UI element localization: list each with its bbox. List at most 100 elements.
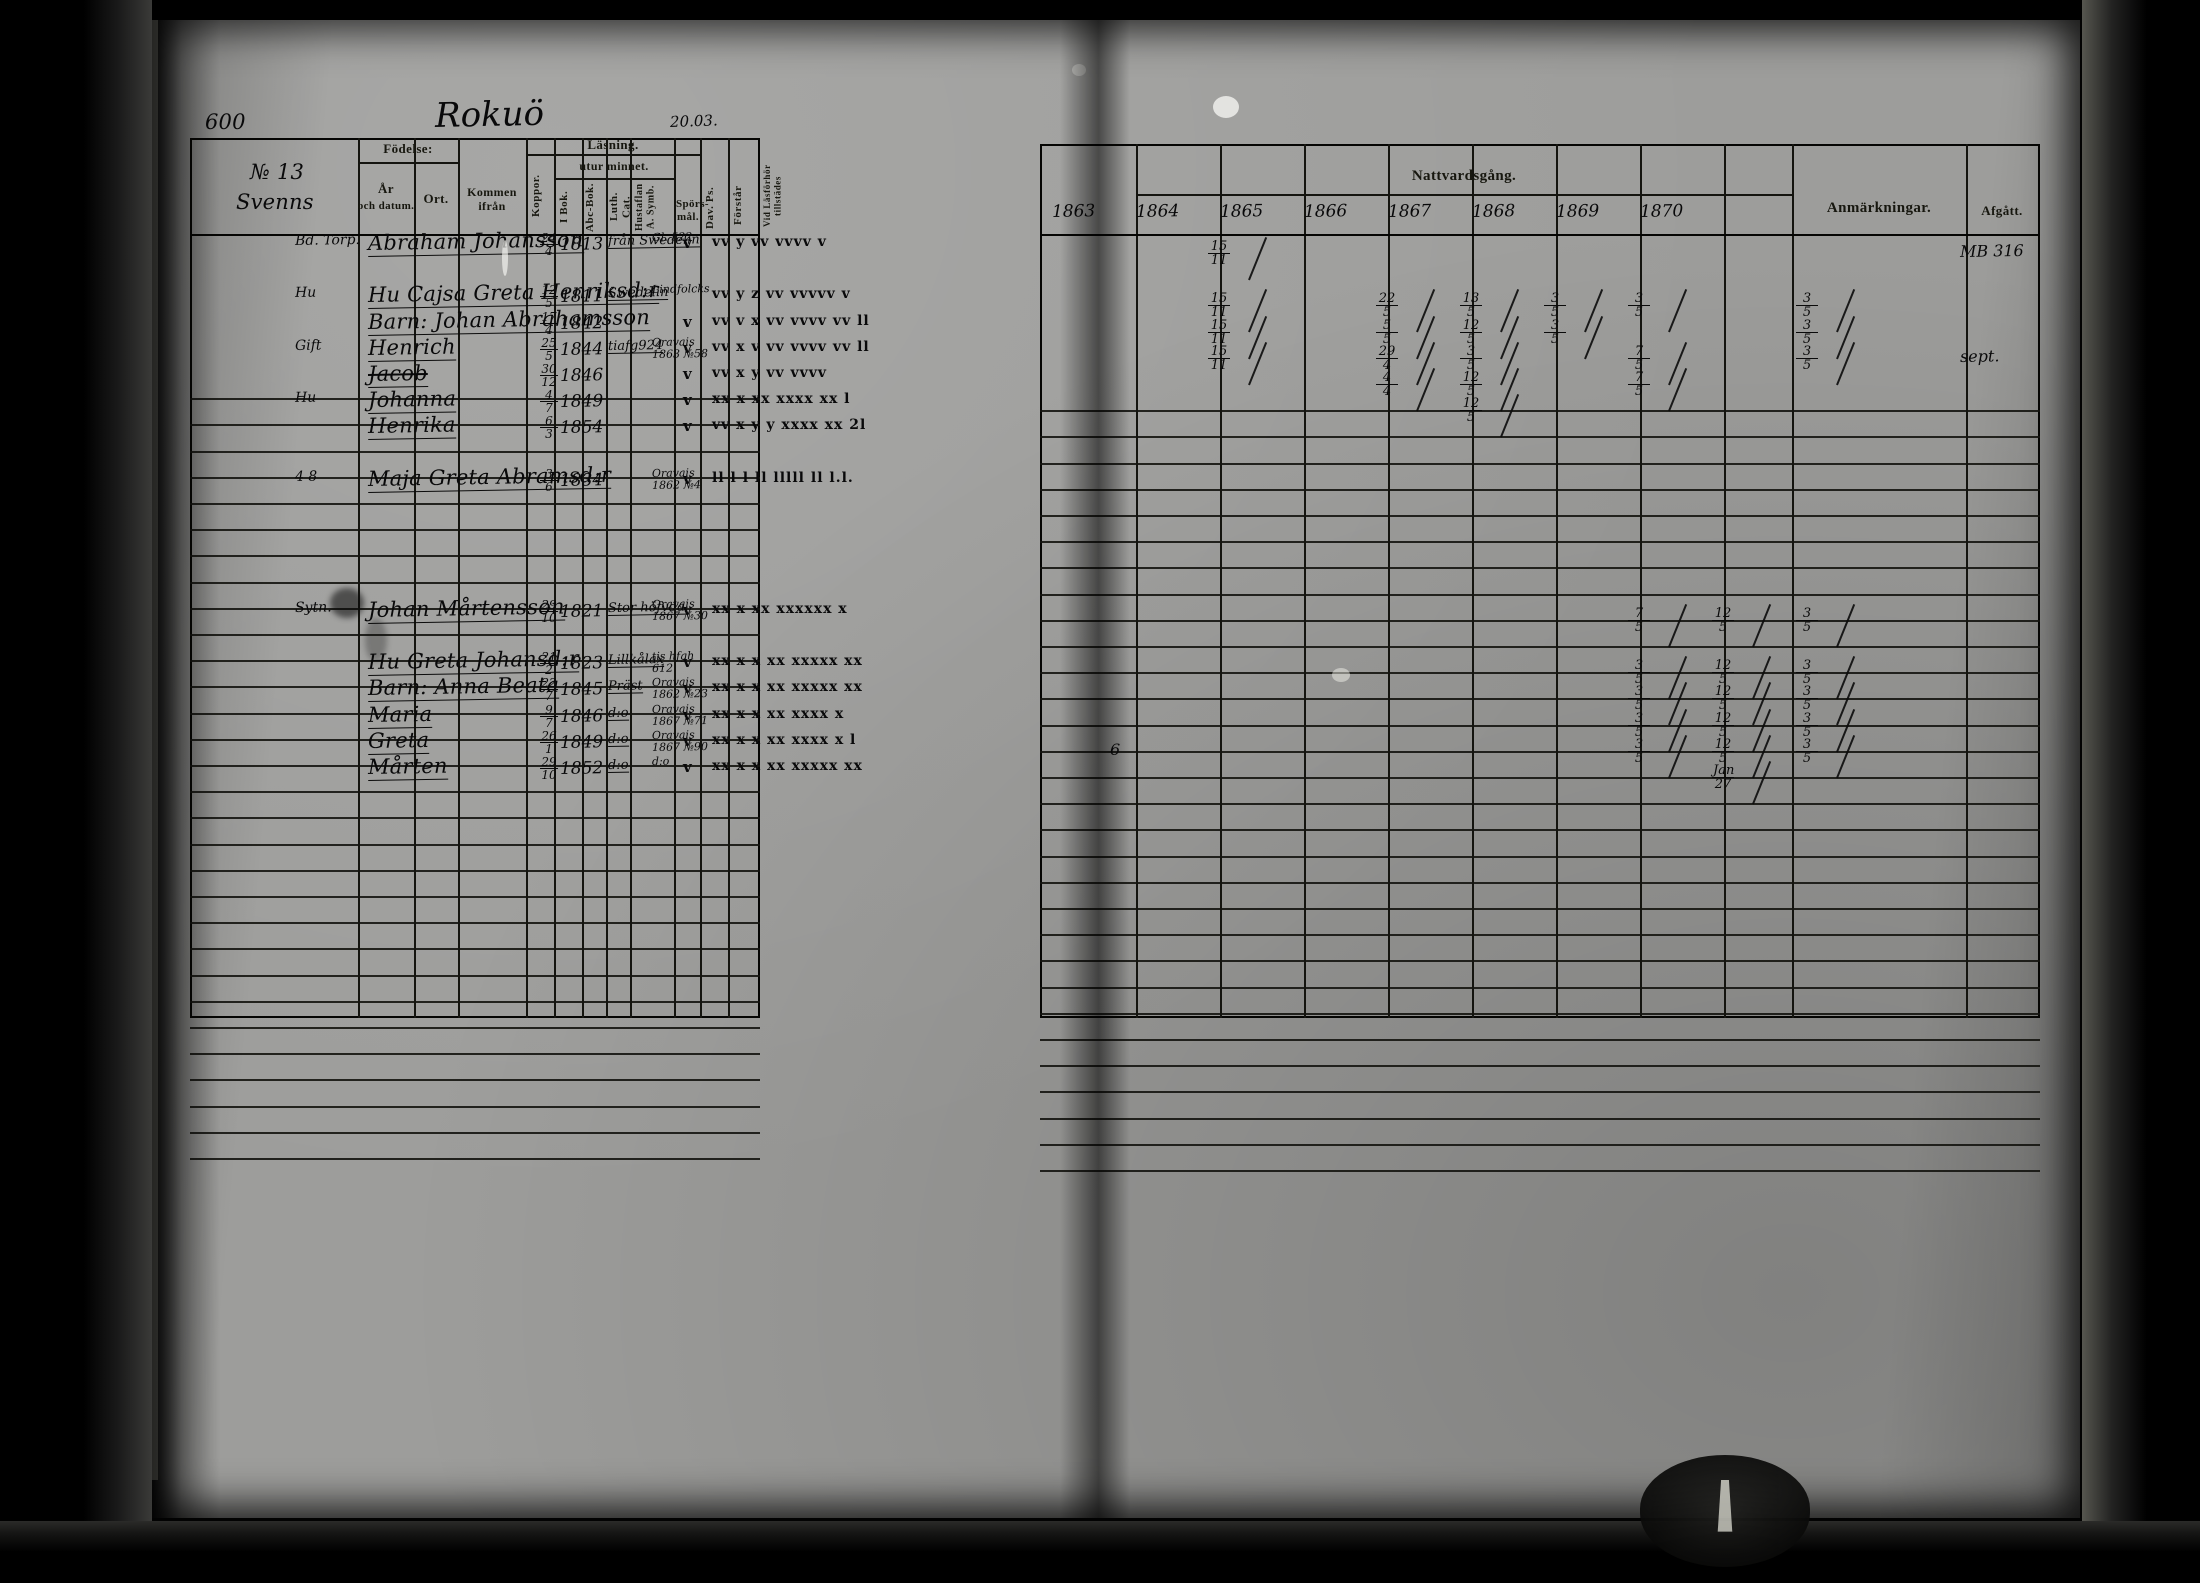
birth-date-fraction-4: 30 12 — [540, 362, 558, 389]
reading-marks-12: xx x x xx xxxx x l — [712, 731, 857, 748]
top-right-mark: 20.03. — [669, 111, 719, 131]
table-ruling — [1040, 1012, 2040, 1015]
communion-date-1869-r10: 12 5 — [1712, 685, 1734, 712]
birth-year-1: 1811 — [559, 286, 604, 308]
table-ruling — [1040, 750, 2040, 753]
paper-tear — [1213, 96, 1239, 118]
table-ruling — [190, 398, 760, 401]
left-page-table: Födelse: År och datum. Ort. Kommen ifrån… — [190, 137, 782, 1138]
table-ruling — [190, 1131, 760, 1134]
village-heading: Rokuö — [434, 93, 545, 136]
smallpox-mark-3: v — [683, 338, 692, 357]
household-number: № 13 — [250, 160, 305, 184]
table-ruling — [190, 765, 760, 767]
note-text-r3: sept. — [1959, 346, 2000, 366]
header-birth-year: År — [378, 181, 394, 196]
smallpox-mark-12: v — [683, 731, 692, 750]
table-ruling — [1040, 410, 2040, 413]
smallpox-mark-5: v — [683, 391, 692, 410]
table-ruling — [190, 948, 760, 951]
header-birth-group: Födelse: — [383, 141, 433, 156]
household-name: Svenns — [236, 190, 314, 214]
table-ruling — [190, 476, 760, 479]
header-col-abc: Abc-Bok. — [584, 182, 596, 232]
communion-date-1866-r2: 12 5 — [1460, 319, 1482, 346]
table-ruling — [190, 1105, 760, 1108]
table-ruling — [1040, 488, 2040, 491]
reading-marks-8: xx x xx xxxxxx x — [712, 600, 848, 617]
table-ruling — [1040, 829, 2040, 832]
margin-note-5: Hu — [294, 389, 317, 407]
table-ruling — [190, 791, 760, 794]
table-ruling — [1040, 1065, 2040, 1068]
paper-scratch — [502, 240, 508, 276]
communion-year-1868: 1868 — [1471, 201, 1516, 222]
come-from-1: Lindfolcks — [651, 282, 710, 297]
margin-note-1: Hu — [294, 285, 317, 302]
table-ruling — [1040, 619, 2040, 622]
table-ruling — [190, 555, 760, 558]
table-ruling — [190, 607, 760, 610]
header-birth-place: Ort. — [423, 191, 449, 206]
reading-marks-0: vv y vv vvvv v — [712, 234, 827, 250]
birth-date-fraction-2: 17 4 — [540, 309, 558, 337]
reading-marks-3: vv x v vv vvvv vv ll — [712, 338, 870, 355]
reading-marks-10: xx x x xx xxxxx xx — [712, 679, 863, 696]
reading-marks-1: vv y z vv vvvvv v — [712, 286, 851, 303]
birth-place-12: d:o — [607, 731, 629, 747]
archive-stamp — [1640, 1455, 1810, 1567]
reading-marks-5: xx x xx xxxx xx l — [712, 391, 851, 408]
smallpox-mark-13: v — [683, 758, 692, 776]
header-col-davps: Dav. Ps. — [704, 186, 716, 230]
reading-marks-9: xx x x xx xxxxx xx — [712, 653, 863, 670]
birth-date-fraction-9: 21 2 — [540, 650, 558, 678]
table-ruling — [190, 1079, 760, 1082]
page-gutter-shadow — [1060, 18, 1130, 1518]
reading-marks-2: vv v x vv vvvv vv ll — [712, 312, 870, 329]
communion-date-1866-r1: 13 5 — [1460, 292, 1482, 319]
table-ruling — [1040, 567, 2040, 570]
table-ruling — [1040, 960, 2040, 963]
table-ruling — [190, 896, 760, 898]
birth-year-2: 1842 — [559, 312, 604, 334]
birth-year-6: 1854 — [559, 417, 604, 439]
reading-marks-6: vv x y y xxxx xx 2l — [712, 417, 867, 434]
table-ruling — [190, 424, 760, 427]
table-ruling — [190, 843, 760, 846]
smallpox-mark-11: v — [683, 705, 692, 724]
communion-year-1870: 1870 — [1639, 201, 1684, 222]
header-reading-group: Läsning. — [587, 137, 639, 152]
birth-year-4: 1846 — [559, 365, 604, 386]
person-name-3: Henrich — [367, 334, 456, 362]
table-ruling — [1040, 803, 2040, 806]
person-name-10: Barn: Anna Beata — [367, 673, 560, 703]
person-name-13: Mårten — [367, 753, 448, 781]
birth-year-13: 1852 — [559, 758, 604, 779]
communion-date-1869-r11: 12 5 — [1712, 712, 1734, 739]
communion-year-1867: 1867 — [1387, 201, 1432, 222]
smallpox-mark-4: v — [683, 365, 692, 383]
table-ruling — [1040, 724, 2040, 727]
table-ruling — [190, 634, 760, 636]
photo-border-right — [2082, 0, 2200, 1583]
smallpox-mark-6: v — [683, 417, 692, 436]
paper-tear — [1332, 668, 1350, 682]
birth-year-3: 1844 — [559, 339, 604, 360]
note-text-r0: MB 316 — [1959, 240, 2024, 261]
table-ruling — [190, 1000, 760, 1003]
table-ruling — [1040, 1117, 2040, 1120]
communion-date-1866-r4: 12 5 — [1460, 371, 1482, 398]
